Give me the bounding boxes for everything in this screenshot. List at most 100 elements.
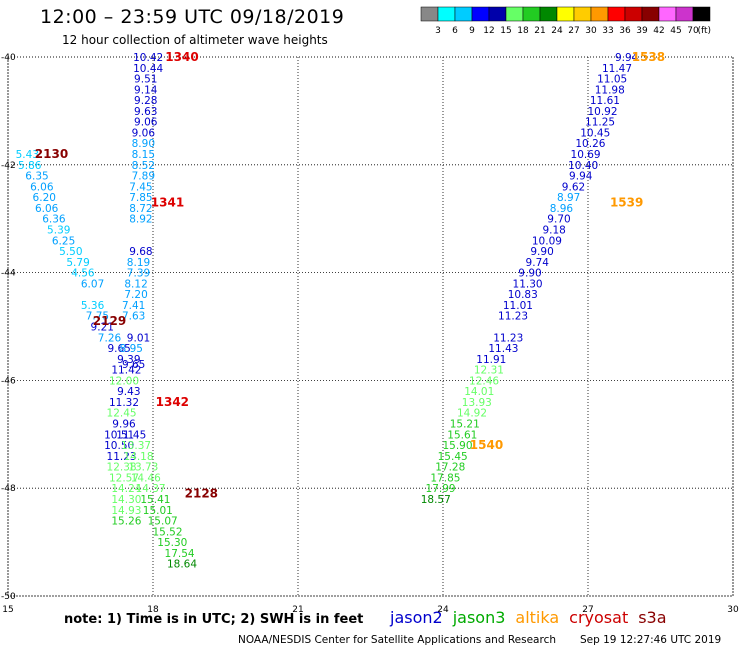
wave-height-value: 9.06	[134, 117, 158, 129]
wave-height-value: 8.72	[129, 203, 152, 215]
wave-height-value: 5.86	[18, 160, 42, 172]
x-tick-label: 15	[2, 605, 13, 615]
wave-height-value: 14.93	[111, 505, 141, 517]
wave-height-value: 8.52	[132, 160, 155, 172]
x-tick-label: 24	[437, 605, 449, 615]
wave-height-value: 10.44	[133, 63, 163, 75]
wave-height-value: 6.06	[35, 203, 59, 215]
wave-height-value: 15.45	[438, 451, 468, 463]
wave-height-value: 12.46	[469, 375, 499, 387]
wave-height-value: 13.93	[462, 397, 492, 409]
wave-height-value: 10.69	[571, 149, 601, 161]
wave-height-value: 8.96	[550, 203, 574, 215]
wave-height-value: 5.39	[47, 224, 70, 236]
pass-time-label: 1342	[156, 395, 189, 409]
colorbar-label: 12	[483, 26, 494, 36]
x-tick-label: 18	[147, 605, 159, 615]
wave-height-value: 13.73	[128, 462, 158, 474]
wave-height-value: 11.91	[476, 354, 506, 366]
wave-height-value: 8.90	[132, 138, 155, 150]
wave-height-value: 11.43	[488, 343, 518, 355]
wave-height-value: 6.36	[42, 214, 66, 226]
wave-height-value: 5.43	[16, 149, 39, 161]
wave-height-value: 12.31	[474, 365, 504, 377]
wave-height-value: 6.07	[81, 278, 104, 290]
wave-height-value: 7.45	[129, 181, 152, 193]
y-tick-label: -42	[1, 161, 16, 171]
wave-height-value: 7.39	[127, 268, 150, 280]
wave-height-value: 11.05	[597, 74, 627, 86]
colorbar-label: 42	[653, 26, 664, 36]
colorbar-label: 15	[500, 26, 511, 36]
pass-time-label: 1538	[632, 50, 665, 64]
color-scale-bar: 3 6 9 12 15 18 21 24 27 30 33 36 39 42 45 70(ft)	[420, 6, 711, 36]
wave-height-value: 9.14	[134, 84, 158, 96]
wave-height-value: 8.95	[120, 343, 143, 355]
wave-height-value: 11.42	[111, 365, 141, 377]
legend-item-jason3: jason3	[452, 608, 506, 627]
colorbar-label: 36	[619, 26, 631, 36]
colorbar-label: 27	[568, 26, 579, 36]
wave-height-value: 5.50	[59, 246, 82, 258]
wave-height-value: 9.90	[518, 268, 541, 280]
wave-height-value: 7.41	[122, 300, 145, 312]
wave-height-value: 7.89	[132, 171, 155, 183]
wave-height-value: 12.38	[107, 462, 137, 474]
wave-height-value: 10.42	[133, 52, 163, 64]
wave-height-value: 9.43	[117, 386, 140, 398]
wave-height-value: 7.75	[86, 311, 109, 323]
wave-height-value: 15.07	[148, 516, 178, 528]
wave-height-value: 11.45	[116, 429, 146, 441]
wave-height-value: 6.25	[52, 235, 75, 247]
wave-height-value: 7.63	[122, 311, 145, 323]
y-tick-label: -40	[1, 53, 16, 63]
wave-height-value: 8.92	[129, 214, 152, 226]
wave-height-value: 9.21	[91, 322, 114, 334]
legend-item-jason2: jason2	[390, 608, 443, 627]
wave-height-value: 9.68	[129, 246, 152, 258]
wave-height-value: 9.18	[542, 224, 565, 236]
wave-height-value: 11.32	[109, 397, 139, 409]
wave-height-value: 15.41	[140, 494, 170, 506]
colorbar-label: 9	[469, 26, 475, 36]
wave-height-value: 11.47	[602, 63, 632, 75]
wave-height-value: 8.15	[132, 149, 155, 161]
wave-height-value: 8.12	[124, 278, 147, 290]
colorbar-label: 24	[551, 26, 563, 36]
wave-height-value: 9.94	[615, 52, 639, 64]
wave-height-value: 10.92	[587, 106, 617, 118]
wave-height-value: 11.30	[513, 278, 543, 290]
wave-height-value: 13.37	[121, 440, 151, 452]
wave-height-value: 9.06	[132, 127, 156, 139]
wave-height-value: 10.83	[508, 289, 538, 301]
wave-height-value: 6.35	[25, 171, 48, 183]
wave-height-value: 7.26	[98, 332, 122, 344]
pass-time-label: 1340	[165, 50, 198, 64]
plot-frame	[7, 56, 734, 597]
wave-height-value: 17.99	[426, 483, 456, 495]
wave-height-value: 15.61	[447, 429, 477, 441]
wave-height-value: 14.01	[464, 386, 494, 398]
y-tick-label: -46	[1, 376, 16, 386]
wave-height-value: 12.00	[109, 375, 139, 387]
wave-height-value: 15.90	[442, 440, 472, 452]
wave-height-value: 17.28	[435, 462, 465, 474]
pass-time-label: 2128	[185, 487, 218, 501]
wave-height-value: 14.30	[111, 494, 141, 506]
wave-height-value: 15.21	[450, 419, 480, 431]
colorbar-label: 21	[534, 26, 545, 36]
pass-time-label: 2129	[93, 314, 126, 328]
wave-height-value: 14.24	[111, 483, 141, 495]
wave-height-value: 8.97	[557, 192, 580, 204]
wave-height-value: 11.23	[107, 451, 137, 463]
colorbar-label: 3	[435, 26, 441, 36]
wave-height-value: 9.65	[122, 359, 145, 371]
generated-timestamp: Sep 19 12:27:46 UTC 2019	[580, 634, 722, 646]
wave-height-value: 17.85	[430, 472, 460, 484]
colorbar-label: 18	[517, 26, 529, 36]
wave-height-value: 18.57	[421, 494, 451, 506]
wave-height-value: 11.23	[493, 332, 523, 344]
colorbar-unit: (ft)	[697, 26, 711, 36]
wave-height-value: 18.64	[167, 559, 197, 571]
wave-height-value: 14.37	[136, 483, 166, 495]
